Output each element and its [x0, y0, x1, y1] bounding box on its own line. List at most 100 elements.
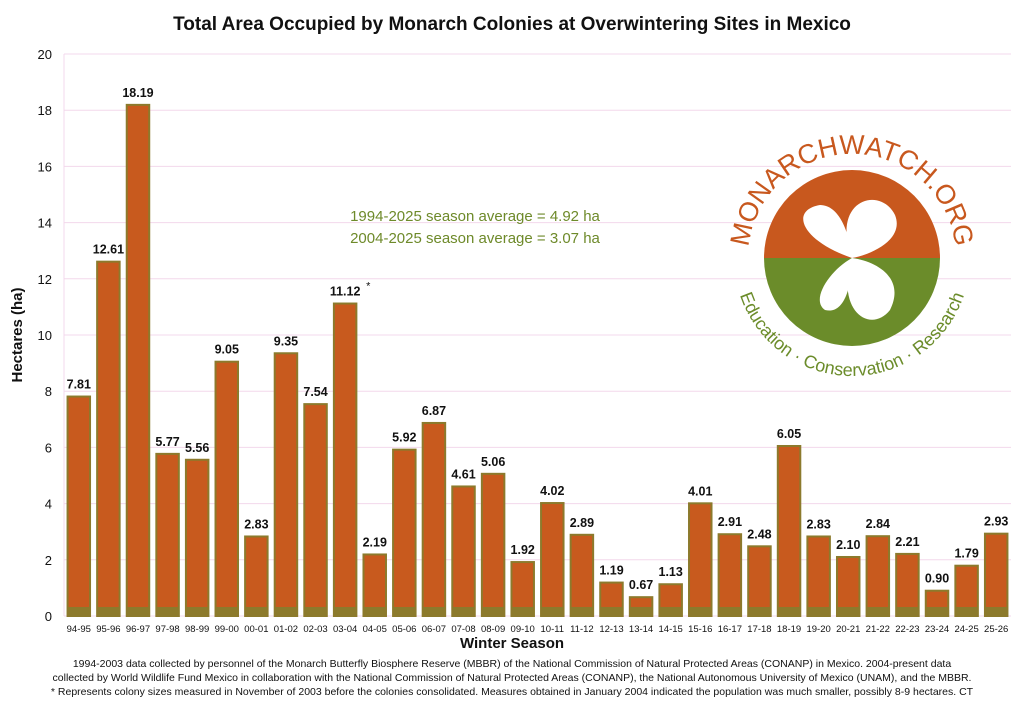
data-label: 5.06 [481, 455, 505, 469]
data-label: 2.93 [984, 515, 1008, 529]
data-label: 5.77 [155, 435, 179, 449]
data-label: 7.81 [67, 378, 91, 392]
data-label: 0.67 [629, 578, 653, 592]
bar-base [570, 607, 594, 616]
data-label: 9.35 [274, 334, 298, 348]
data-label: 1.13 [659, 565, 683, 579]
bar-06-07 [421, 421, 447, 617]
data-label: 2.10 [836, 538, 860, 552]
y-tick-label: 6 [45, 440, 52, 455]
y-tick-label: 10 [38, 328, 52, 343]
x-tick-label: 23-24 [925, 624, 949, 635]
y-tick-label: 4 [45, 497, 52, 512]
x-tick-label: 21-22 [866, 624, 890, 635]
bar-19-20 [806, 535, 831, 617]
x-tick-label: 03-04 [333, 624, 357, 635]
y-tick-label: 2 [45, 553, 52, 568]
bar-17-18 [747, 545, 772, 618]
bar-base [333, 607, 357, 616]
bar-02-03 [303, 403, 328, 617]
bar-base [866, 607, 890, 616]
bar-base [718, 607, 742, 616]
bar-07-08 [451, 485, 476, 618]
data-label: 2.48 [747, 527, 771, 541]
bar-08-09 [480, 472, 506, 617]
bar-base [481, 607, 505, 616]
annotation-average-2004: 2004-2025 season average = 3.07 ha [350, 230, 600, 247]
bar-18-19 [776, 444, 802, 617]
x-tick-label: 12-13 [599, 624, 623, 635]
data-label: 2.83 [806, 517, 830, 531]
data-label: 2.83 [244, 517, 268, 531]
y-tick-label: 18 [38, 103, 52, 118]
data-label: 2.89 [570, 516, 594, 530]
bar-21-22 [865, 535, 891, 617]
bar-05-06 [392, 448, 417, 618]
monarchwatch-logo: MONARCHWATCH.ORG Education · Conservatio… [725, 130, 980, 380]
data-label: 6.87 [422, 404, 446, 418]
data-label: 7.54 [303, 385, 327, 399]
bar-base [185, 607, 209, 616]
data-label: 9.05 [215, 343, 239, 357]
x-tick-label: 04-05 [363, 624, 387, 635]
bar-base [748, 607, 771, 616]
bar-base [896, 607, 919, 616]
bar-03-04 [332, 302, 358, 617]
bar-94-95 [66, 395, 92, 617]
bar-base [807, 607, 830, 616]
bar-base [689, 607, 712, 616]
x-tick-label: 19-20 [806, 624, 830, 635]
bar-10-11 [540, 502, 565, 617]
bar-11-12 [569, 533, 595, 618]
data-label: 11.12 [330, 285, 361, 299]
bar-base [274, 607, 298, 616]
data-label: 18.19 [122, 86, 153, 100]
x-tick-label: 06-07 [422, 624, 446, 635]
data-label: 1.92 [511, 543, 535, 557]
bar-base [363, 607, 386, 616]
bar-95-96 [96, 260, 121, 617]
bar-base [452, 607, 475, 616]
x-axis-label: Winter Season [460, 635, 564, 650]
data-label: 2.91 [718, 515, 742, 529]
x-tick-label: 15-16 [688, 624, 712, 635]
y-tick-label: 0 [45, 609, 52, 624]
data-label: 12.61 [93, 243, 124, 257]
bar-base [659, 607, 682, 616]
bar-base [67, 607, 91, 616]
y-tick-label: 14 [38, 216, 52, 231]
x-tick-label: 17-18 [747, 624, 771, 635]
footnote-line-2: collected by World Wildlife Fund Mexico … [52, 672, 972, 684]
data-label: 0.90 [925, 572, 949, 586]
bar-base [422, 607, 446, 616]
x-tick-label: 08-09 [481, 624, 505, 635]
x-tick-label: 13-14 [629, 624, 653, 635]
data-label: 4.01 [688, 484, 712, 498]
annotation-average-1994: 1994-2025 season average = 4.92 ha [350, 208, 600, 225]
data-label: 1.19 [599, 564, 623, 578]
x-tick-label: 02-03 [303, 624, 327, 635]
data-label: 2.19 [363, 535, 387, 549]
data-label: 6.05 [777, 427, 801, 441]
x-tick-label: 96-97 [126, 624, 150, 635]
bar-base [984, 607, 1008, 616]
bar-01-02 [273, 352, 299, 617]
footnote-line-1: 1994-2003 data collected by personnel of… [72, 658, 952, 670]
x-tick-label: 14-15 [659, 624, 683, 635]
bar-base [393, 607, 416, 616]
bar-base [245, 607, 268, 616]
bar-96-97 [125, 103, 151, 618]
bar-00-01 [244, 535, 269, 617]
bar-chart: Total Area Occupied by Monarch Colonies … [9, 14, 1011, 652]
bar-base [215, 607, 239, 616]
bar-base [629, 607, 653, 616]
footnote-line-3: * Represents colony sizes measured in No… [50, 686, 974, 698]
x-tick-label: 05-06 [392, 624, 416, 635]
x-tick-label: 20-21 [836, 624, 860, 635]
x-tick-label: 99-00 [215, 624, 239, 635]
bar-base [541, 607, 564, 616]
data-label: 4.61 [451, 467, 475, 481]
bar-base [156, 607, 179, 616]
data-label: 2.21 [895, 535, 919, 549]
bar-16-17 [717, 533, 743, 617]
